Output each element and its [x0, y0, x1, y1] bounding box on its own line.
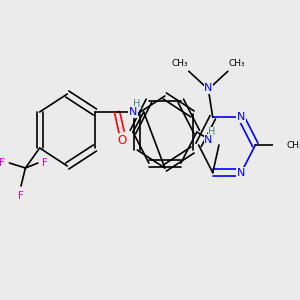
- Text: O: O: [117, 134, 126, 148]
- Text: F: F: [0, 158, 5, 168]
- Text: F: F: [42, 158, 48, 168]
- Text: F: F: [18, 191, 24, 201]
- Text: CH₃: CH₃: [172, 59, 188, 68]
- Text: H: H: [208, 127, 216, 137]
- Text: N: N: [237, 168, 245, 178]
- Text: N: N: [129, 107, 137, 117]
- Text: CH₃: CH₃: [286, 140, 300, 149]
- Text: N: N: [237, 112, 245, 122]
- Text: N: N: [204, 135, 212, 145]
- Text: N: N: [204, 83, 212, 93]
- Text: CH₃: CH₃: [228, 59, 245, 68]
- Text: H: H: [133, 99, 140, 109]
